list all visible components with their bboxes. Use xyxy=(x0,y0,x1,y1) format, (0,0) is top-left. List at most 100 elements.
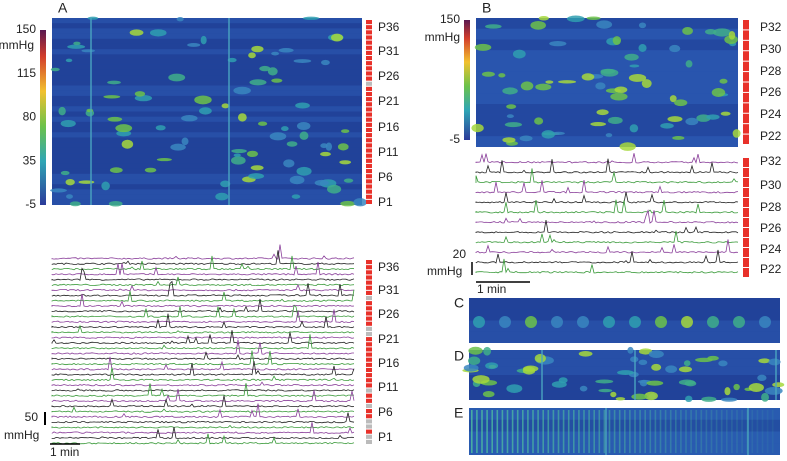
channel-marker xyxy=(366,35,372,40)
heatmap-row xyxy=(52,194,362,200)
heatmap-stripe xyxy=(700,410,703,453)
channel-marker xyxy=(366,143,372,148)
channel-marker xyxy=(366,270,372,275)
heatmap-row xyxy=(469,443,780,455)
trace xyxy=(51,298,355,313)
heatmap-stripe xyxy=(675,410,677,453)
heatmap-blob xyxy=(248,173,265,179)
channel-label: P36 xyxy=(378,20,400,34)
heatmap-stripe xyxy=(685,410,687,453)
colorbar xyxy=(464,20,470,140)
heatmap-stripe xyxy=(705,410,708,453)
heatmap-blob xyxy=(474,43,492,51)
channel-label: P28 xyxy=(760,200,782,214)
trace xyxy=(51,336,355,339)
heatmap-blob xyxy=(682,27,693,35)
channel-label: P22 xyxy=(760,129,782,143)
heatmap-stripe xyxy=(557,410,560,453)
trace xyxy=(475,249,739,264)
heatmap-blob xyxy=(473,316,485,328)
trace xyxy=(51,426,355,440)
heatmap-blob xyxy=(341,129,350,134)
trace xyxy=(51,388,355,403)
channel-label: P6 xyxy=(378,170,393,184)
channel-marker xyxy=(366,280,372,285)
heatmap-blob xyxy=(291,194,301,199)
heatmap-blob xyxy=(549,40,567,47)
trace xyxy=(51,403,355,419)
heatmap-blob xyxy=(732,129,741,138)
heatmap-blob xyxy=(655,316,667,328)
heatmap-blob xyxy=(498,73,506,78)
trace xyxy=(475,258,739,274)
heatmap-blob xyxy=(615,397,626,401)
panel-letter: B xyxy=(482,0,491,16)
heatmap-stripe xyxy=(690,410,692,453)
channel-marker xyxy=(366,383,372,388)
channel-marker xyxy=(743,188,749,197)
trace xyxy=(51,356,355,371)
channel-marker xyxy=(743,228,749,237)
heatmap-stripe xyxy=(649,410,652,453)
channel-marker xyxy=(366,117,372,122)
heatmap-stripe xyxy=(603,410,606,453)
trace xyxy=(51,244,355,260)
channel-marker xyxy=(366,321,372,326)
trace xyxy=(51,383,354,397)
heatmap-stripe xyxy=(593,410,595,453)
heatmap-row xyxy=(52,38,362,44)
heatmap-stripe xyxy=(695,410,697,453)
channel-marker xyxy=(366,357,372,362)
heatmap-blob xyxy=(60,119,76,128)
channel-label: P1 xyxy=(378,195,393,209)
channel-marker xyxy=(366,290,372,295)
heatmap-blob xyxy=(506,114,514,118)
heatmap-blob xyxy=(502,137,516,143)
heatmap-blob xyxy=(701,396,717,402)
heatmap-stripe xyxy=(516,410,519,453)
heatmap-blob xyxy=(187,43,201,47)
channel-marker xyxy=(366,393,372,398)
heatmap-blob xyxy=(107,116,123,122)
heatmap-stripe xyxy=(481,410,483,453)
channel-marker xyxy=(366,337,372,342)
colorbar-unit: mmHg xyxy=(0,38,34,52)
heatmap-blob xyxy=(327,184,342,194)
heatmap-blob xyxy=(69,201,81,207)
trace xyxy=(51,313,355,329)
heatmap-blob xyxy=(718,360,728,367)
heatmap-blob xyxy=(299,131,309,140)
heatmap-blob xyxy=(233,153,241,157)
channel-label: P24 xyxy=(760,242,782,256)
heatmap-blob xyxy=(617,370,634,375)
channel-marker xyxy=(366,61,372,66)
heatmap-blob xyxy=(198,107,212,115)
heatmap-blob xyxy=(472,375,490,384)
channel-label: P22 xyxy=(760,262,782,276)
colorbar-label: 80 xyxy=(23,110,37,124)
trace xyxy=(51,412,355,424)
heatmap-stripe xyxy=(608,410,611,453)
heatmap-row xyxy=(52,142,362,148)
trace xyxy=(475,239,739,254)
heatmap-row xyxy=(469,391,780,400)
heatmap-blob xyxy=(463,364,479,372)
trace xyxy=(475,209,739,224)
heatmap-stripe xyxy=(746,410,748,453)
heatmap-blob xyxy=(149,29,167,37)
channel-marker xyxy=(743,208,749,217)
channel-marker xyxy=(366,409,372,414)
heatmap-blob xyxy=(768,358,781,366)
channel-marker xyxy=(366,163,372,169)
channel-marker xyxy=(366,419,372,424)
channel-marker xyxy=(366,342,372,347)
heatmap-row xyxy=(52,121,362,128)
trace xyxy=(51,334,355,350)
heatmap-blob xyxy=(600,68,619,77)
heatmap-stripe xyxy=(522,410,524,453)
heatmap-row xyxy=(52,158,362,164)
channel-marker xyxy=(366,403,372,409)
heatmap-stripe xyxy=(766,410,769,453)
heatmap-blob xyxy=(65,58,73,63)
heatmap-row xyxy=(476,93,738,104)
